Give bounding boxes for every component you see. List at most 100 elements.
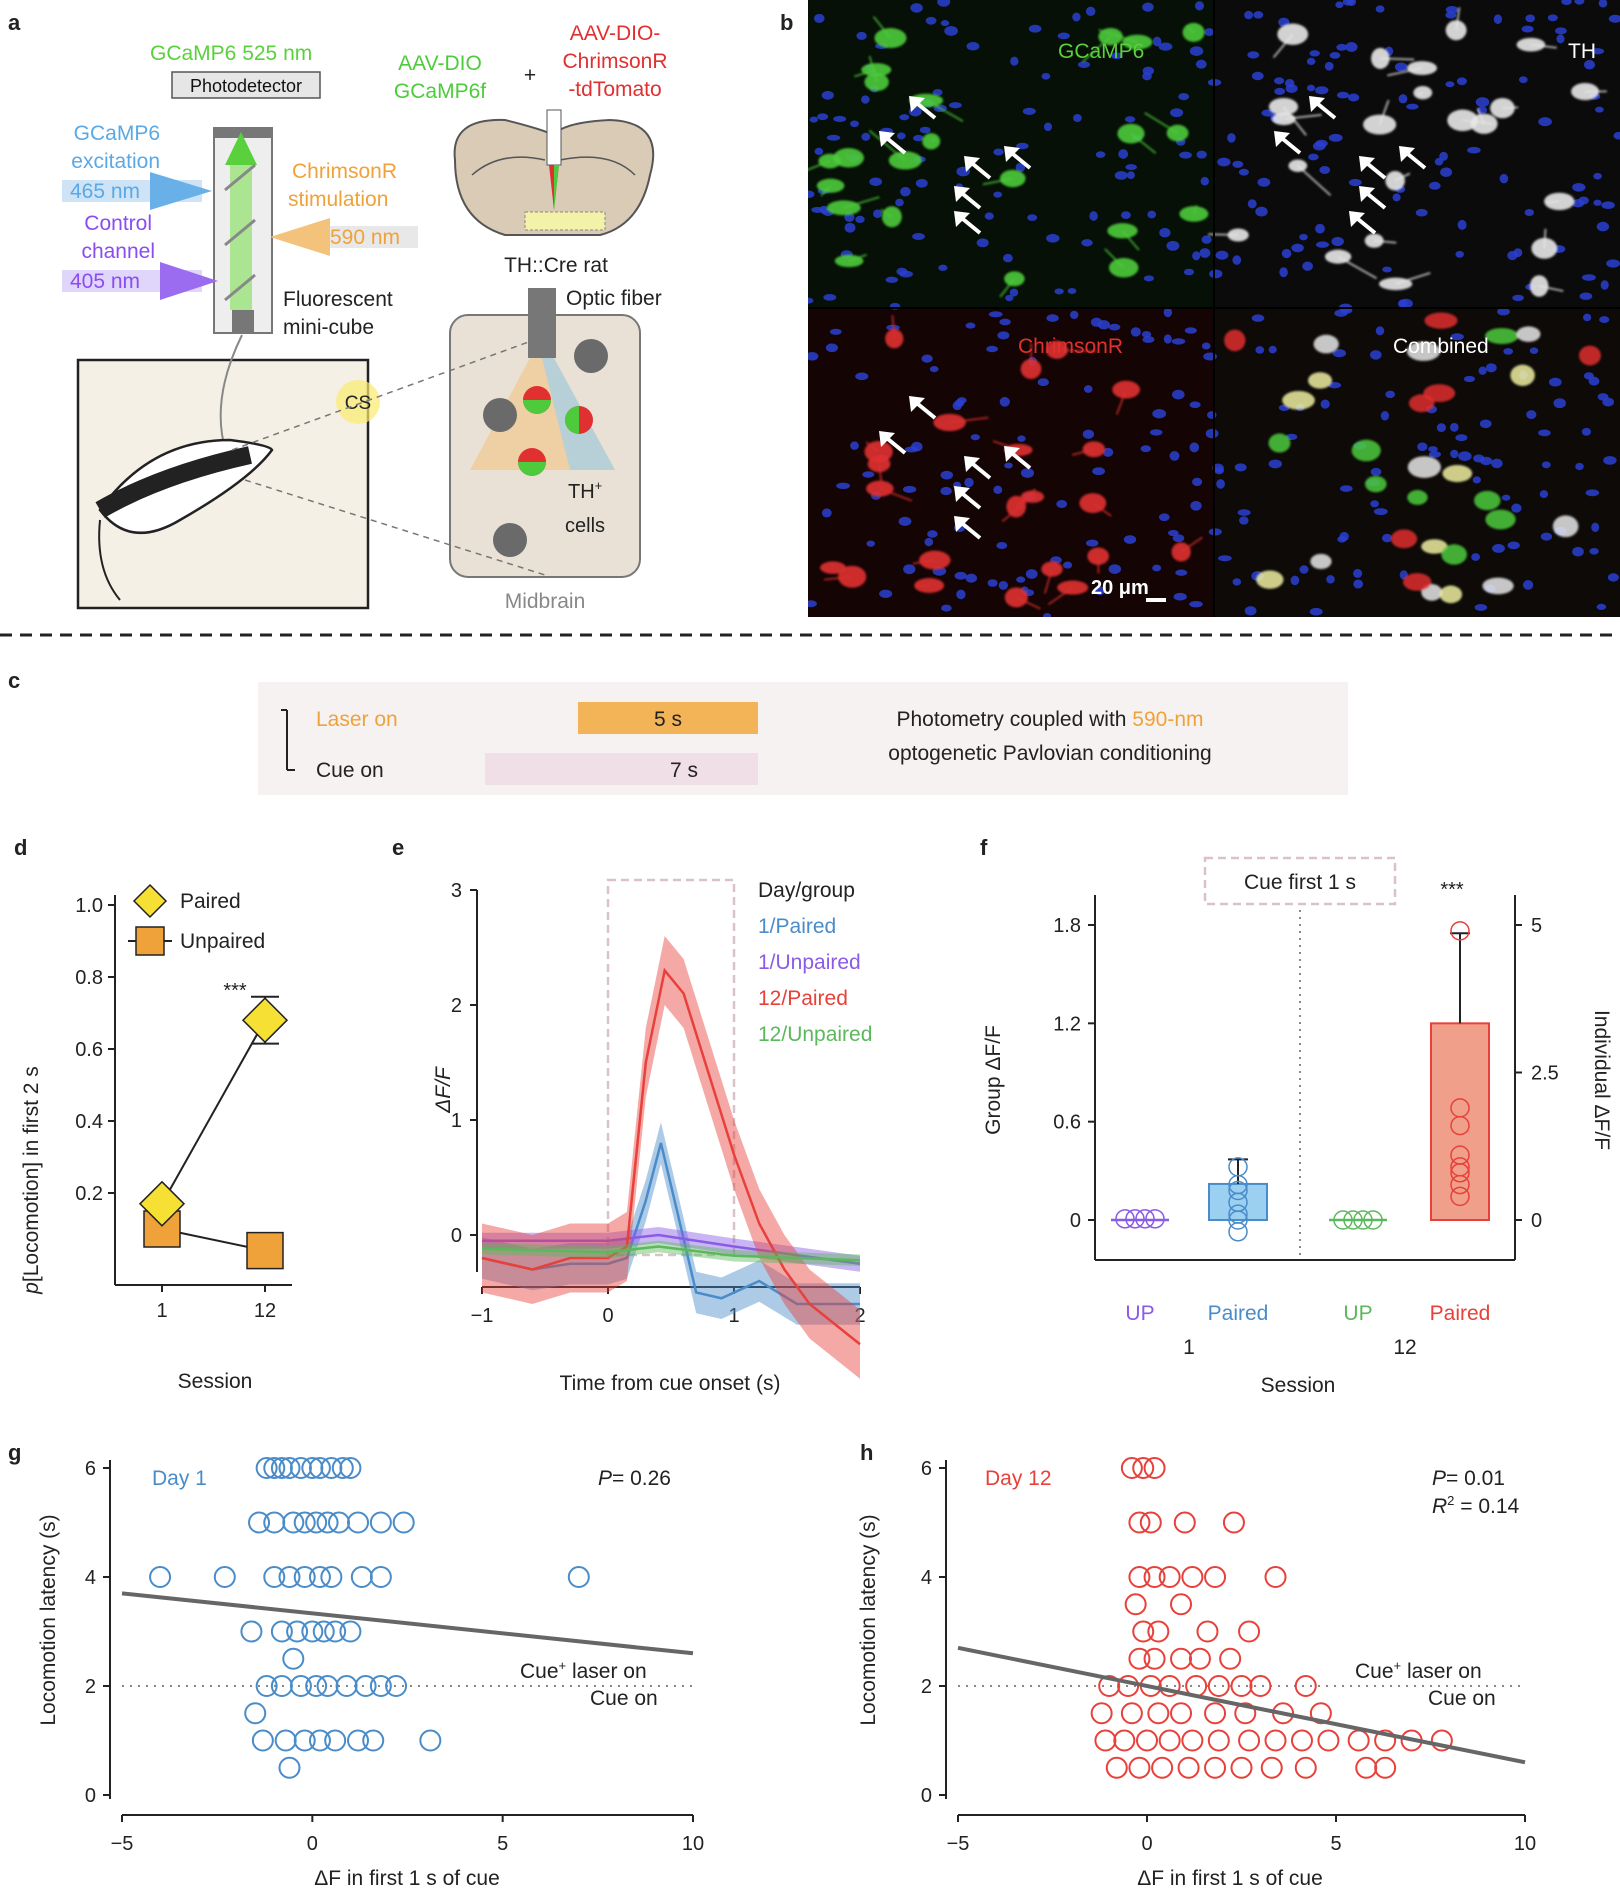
nucleus-dot [1192,251,1201,261]
nucleus-dot [1398,94,1408,104]
nucleus-dot [1169,451,1180,461]
nucleus-dot [965,322,976,329]
nucleus-dot [1170,108,1184,118]
nucleus-dot [1513,248,1523,258]
neuron-soma [1474,490,1501,511]
nucleus-dot [1130,327,1141,337]
panel-label-c: c [8,668,21,693]
cue-bar [485,753,758,785]
nucleus-dot [1572,182,1586,192]
nucleus-dot [1336,91,1350,99]
nucleus-dot [1440,167,1453,178]
e-xtick-label: 1 [728,1305,739,1327]
h-ytick-label: 0 [921,1785,932,1807]
nucleus-dot [1083,385,1093,393]
panel-c-protocol: Laser on Cue on 5 s 7 s Photometry coupl… [258,682,1348,795]
neuron-process [1192,205,1198,215]
nucleus-dot [1394,62,1408,72]
neuron-soma [838,565,867,588]
neuron-process [1283,113,1322,121]
g-point [263,1511,286,1534]
nucleus-dot [1111,52,1123,60]
neuron-process [1043,568,1053,594]
f-individual-point [1125,1209,1145,1229]
nucleus-dot [944,25,958,36]
neuron-soma [1424,312,1458,329]
nucleus-dot [1004,462,1013,469]
e-legend-title: Day/group [758,879,855,902]
nucleus-dot [1081,239,1093,247]
g-point [327,1511,350,1534]
nucleus-dot [938,264,948,271]
nucleus-dot [1299,233,1308,241]
neuron-process [1015,596,1041,610]
nucleus-dot [1475,97,1490,108]
f-ytick-right-label: 0 [1531,1210,1542,1232]
neuron-soma [933,413,966,432]
nucleus-dot [895,198,904,207]
nucleus-dot [902,485,917,493]
plus-sign: + [524,64,536,87]
panel-d-chart: 1.0 0.8 0.6 0.4 0.2 1 12 *** p[Locomotion] in … [20,883,292,1393]
f-individual-point [1363,1210,1383,1230]
g-point [289,1457,312,1479]
neuron-soma [1406,341,1441,361]
nucleus-dot [1046,233,1060,243]
h-point [1136,1729,1158,1752]
nucleus-dot [1171,389,1185,400]
nucleus-dot [1205,428,1219,439]
nucleus-dot [1284,79,1295,88]
nucleus-dot [1581,274,1596,281]
neuron-soma [1552,515,1579,538]
control-label-1: Control [84,212,152,235]
nucleus-dot [1097,320,1111,330]
h-ytick-label: 2 [921,1676,932,1698]
nucleus-dot [956,589,966,600]
g-point [350,1566,373,1588]
excitation-nm: 465 nm [70,180,140,203]
neuron-soma [820,561,846,574]
nucleus-dot [1339,485,1353,492]
nucleus-dot [940,470,954,480]
nucleus-dot [1596,603,1607,611]
g-point [286,1620,309,1643]
d-paired-line [161,1019,266,1205]
neuron-soma [1484,328,1519,344]
e-legend-4: 12/Unpaired [758,1023,872,1046]
nucleus-dot [1046,314,1059,322]
nucleus-dot [1244,606,1257,616]
cube-label-1: Fluorescent [283,288,393,311]
g-annot-2: Cue on [590,1687,658,1710]
nucleus-dot [993,148,1004,156]
g-xtick-label: 10 [682,1833,704,1855]
scale-bar [1146,598,1166,602]
nucleus-dot [1281,248,1292,259]
neuron-process [1208,233,1239,237]
f-ytick-left-label: 1.8 [1053,915,1081,937]
nucleus-dot [1328,382,1342,389]
g-point [278,1566,301,1588]
nucleus-dot [1524,209,1535,216]
nucleus-dot [879,589,893,598]
nucleus-dot [1575,462,1584,471]
laser-bar [578,702,758,734]
neuron-process [1121,230,1140,251]
f-individual-point [1228,1180,1248,1201]
f-box [1203,856,1397,906]
g-point [347,1729,370,1752]
neuron-soma [826,200,861,216]
nucleus-dot [1588,376,1600,386]
nucleus-dot [1194,1,1205,11]
nucleus-dot [1492,543,1505,553]
arrow-head [954,186,970,202]
nucleus-dot [986,345,998,353]
nucleus-dot [1373,508,1388,516]
e-ylabel: ΔF/F [432,1066,455,1114]
neuron-process [868,129,906,162]
nucleus-dot [1478,366,1487,375]
nucleus-dot [1247,199,1257,209]
scale-bar-label: 20 μm [1091,577,1149,599]
g-point [293,1729,316,1752]
microscopy-image: GCaMP6 TH ChrimsonR Combined 20 μm [808,0,1620,617]
nucleus-dot [1541,461,1551,469]
